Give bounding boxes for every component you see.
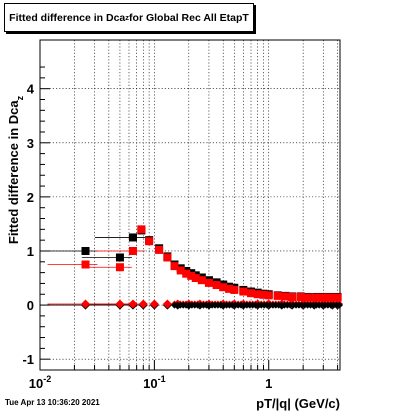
y-axis-label-subscript: z xyxy=(15,95,25,100)
data-series xyxy=(47,225,343,310)
data-point xyxy=(212,281,221,290)
plot-frame xyxy=(39,39,341,371)
data-point xyxy=(264,291,273,300)
data-point xyxy=(115,253,124,262)
data-point xyxy=(81,246,90,255)
y-axis-label: Fitted difference in Dcaz xyxy=(6,95,25,244)
data-point xyxy=(326,293,335,302)
data-point xyxy=(162,299,172,309)
data-point xyxy=(219,283,228,292)
chart-title-rest: for Global Rec All EtapT xyxy=(129,11,249,24)
data-point xyxy=(204,278,213,287)
chart-title-subscript: z xyxy=(125,13,130,22)
y-tick-label: 2 xyxy=(27,190,34,205)
data-point xyxy=(182,269,191,278)
data-point xyxy=(319,293,328,302)
chart-title: Fitted difference in Dca z for Global Rec… xyxy=(4,3,254,32)
data-point xyxy=(303,293,312,302)
chart-title-main: Fitted difference in Dca xyxy=(9,11,126,24)
data-point xyxy=(253,290,262,299)
data-point xyxy=(191,274,200,283)
y-tick-label: 4 xyxy=(27,82,35,97)
y-tick-label: 1 xyxy=(27,244,34,259)
data-point xyxy=(81,260,90,269)
data-point xyxy=(128,299,138,309)
data-point xyxy=(163,253,172,262)
data-point xyxy=(197,276,206,285)
y-tick-label: 3 xyxy=(27,136,34,151)
x-axis-label: pT/|q| (GeV/c) xyxy=(256,396,340,411)
data-point xyxy=(145,237,154,246)
data-point xyxy=(312,293,321,302)
data-point xyxy=(128,233,137,242)
data-point xyxy=(333,293,342,302)
data-point xyxy=(176,266,185,275)
data-point xyxy=(288,292,297,301)
data-point xyxy=(239,287,248,296)
data-point xyxy=(155,245,164,254)
x-tick-label: 1 xyxy=(265,376,272,391)
data-point xyxy=(138,299,148,309)
data-point xyxy=(187,271,196,280)
x-tick-label: 10-1 xyxy=(143,374,165,391)
timestamp: Tue Apr 13 10:36:20 2021 xyxy=(5,398,100,407)
data-point xyxy=(230,285,239,294)
data-point xyxy=(281,292,290,301)
y-axis-label-main: Fitted difference in Dca xyxy=(6,100,21,245)
axes: -1 0 1 2 3 4 10-2 10-1 1 xyxy=(22,39,341,391)
data-point xyxy=(259,290,268,299)
data-point xyxy=(296,292,305,301)
data-point xyxy=(115,263,124,272)
data-point xyxy=(247,289,256,298)
x-tick-label: 10-2 xyxy=(29,374,51,391)
y-tick-label: -1 xyxy=(22,352,34,367)
data-point xyxy=(137,225,146,234)
y-tick-label: 0 xyxy=(27,298,34,313)
data-point xyxy=(128,246,137,255)
data-point xyxy=(149,299,159,309)
grid xyxy=(40,40,340,370)
data-point xyxy=(170,262,179,271)
data-point xyxy=(273,291,282,300)
data-point xyxy=(225,284,234,293)
data-point xyxy=(335,301,343,309)
